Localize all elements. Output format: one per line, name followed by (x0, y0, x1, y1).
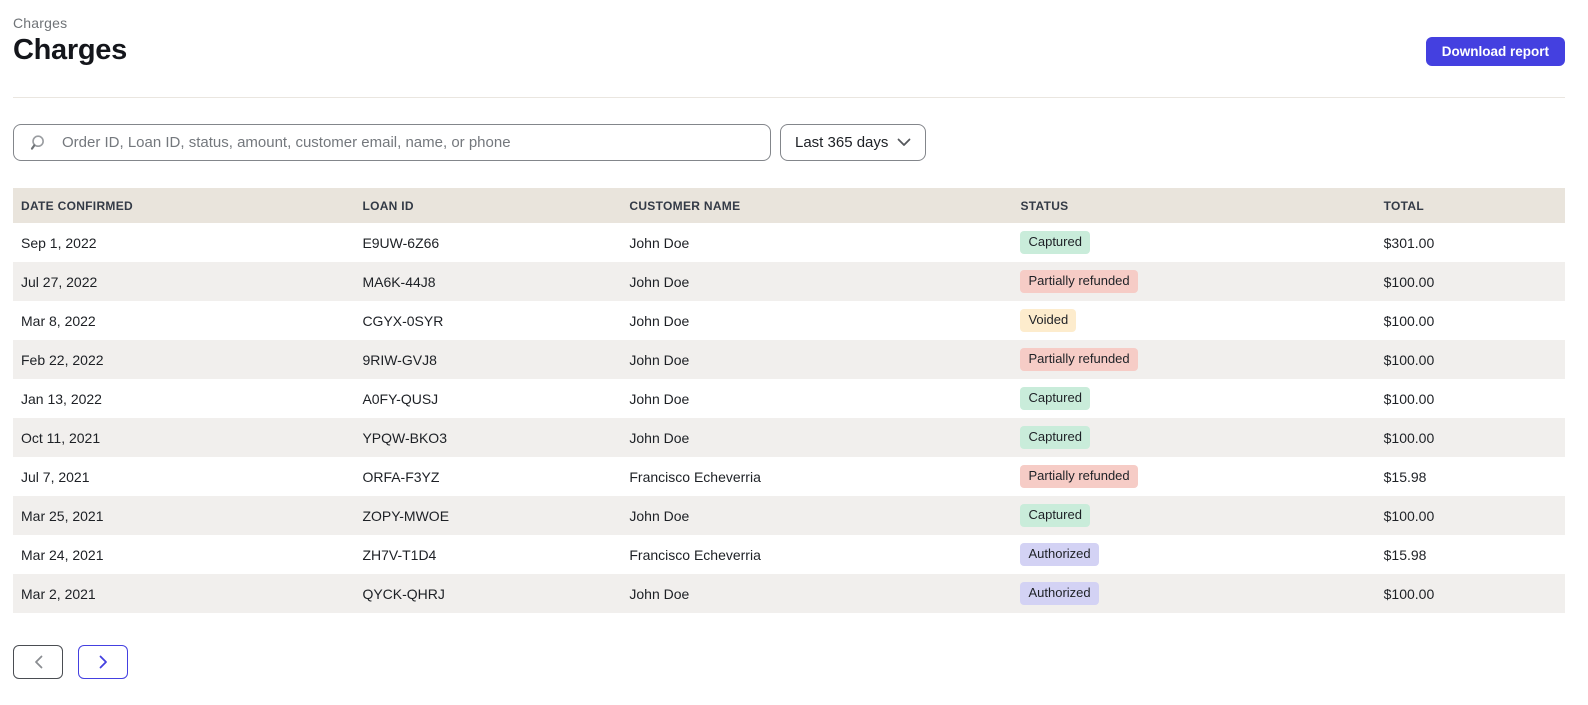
charges-page: Charges Charges Download report Last 365… (13, 15, 1565, 679)
cell-customer-name: Francisco Echeverria (629, 468, 761, 485)
cell-loan-id: YPQW-BKO3 (362, 429, 447, 446)
cell-date-confirmed: Mar 24, 2021 (21, 546, 104, 563)
cell-customer-name: John Doe (629, 273, 690, 290)
table-row[interactable]: Sep 1, 2022 E9UW-6Z66 John Doe Captured … (13, 223, 1565, 262)
cell-date-confirmed: Jul 7, 2021 (21, 468, 90, 485)
cell-total: $100.00 (1383, 351, 1435, 368)
breadcrumb[interactable]: Charges (13, 15, 68, 31)
status-badge: Captured (1020, 231, 1090, 254)
cell-total: $15.98 (1383, 546, 1427, 563)
status-badge: Captured (1020, 504, 1090, 527)
status-badge: Captured (1020, 387, 1090, 410)
cell-loan-id: CGYX-0SYR (362, 312, 444, 329)
cell-status: Captured (1012, 496, 1375, 535)
table-row[interactable]: Mar 24, 2021 ZH7V-T1D4 Francisco Echever… (13, 535, 1565, 574)
cell-status: Captured (1012, 223, 1375, 262)
cell-loan-id: ZOPY-MWOE (362, 507, 450, 524)
table-row[interactable]: Oct 11, 2021 YPQW-BKO3 John Doe Captured… (13, 418, 1565, 457)
column-header-loan-id: LOAN ID (354, 188, 622, 223)
cell-customer-name: John Doe (629, 312, 690, 329)
status-badge: Partially refunded (1020, 348, 1138, 371)
page-header: Charges Download report (13, 34, 1565, 67)
status-badge: Authorized (1020, 582, 1099, 605)
cell-total: $100.00 (1383, 585, 1435, 602)
cell-customer-name: John Doe (629, 390, 690, 407)
cell-total: $100.00 (1383, 390, 1435, 407)
cell-customer-name: John Doe (629, 585, 690, 602)
chevron-down-icon (898, 138, 911, 146)
cell-date-confirmed: Jul 27, 2022 (21, 273, 98, 290)
cell-total: $100.00 (1383, 312, 1435, 329)
table-row[interactable]: Feb 22, 2022 9RIW-GVJ8 John Doe Partiall… (13, 340, 1565, 379)
charges-table: DATE CONFIRMED LOAN ID CUSTOMER NAME STA… (13, 188, 1565, 613)
cell-status: Captured (1012, 418, 1375, 457)
filter-bar: Last 365 days (13, 124, 1565, 161)
pagination (13, 645, 1565, 679)
cell-status: Authorized (1012, 535, 1375, 574)
status-badge: Authorized (1020, 543, 1099, 566)
status-badge: Voided (1020, 309, 1077, 332)
status-badge: Partially refunded (1020, 465, 1138, 488)
cell-total: $100.00 (1383, 429, 1435, 446)
download-report-button[interactable]: Download report (1425, 37, 1565, 66)
cell-customer-name: Francisco Echeverria (629, 546, 761, 563)
column-header-total: TOTAL (1375, 188, 1565, 223)
column-header-status: STATUS (1012, 188, 1376, 223)
cell-total: $301.00 (1383, 234, 1435, 251)
table-row[interactable]: Mar 2, 2021 QYCK-QHRJ John Doe Authorize… (13, 574, 1565, 613)
cell-customer-name: John Doe (629, 351, 690, 368)
cell-total: $15.98 (1383, 468, 1427, 485)
cell-status: Partially refunded (1012, 340, 1375, 379)
cell-status: Captured (1012, 379, 1375, 418)
cell-total: $100.00 (1383, 273, 1435, 290)
charges-table-body: Sep 1, 2022 E9UW-6Z66 John Doe Captured … (13, 223, 1565, 613)
next-page-button[interactable] (78, 645, 128, 679)
cell-customer-name: John Doe (629, 234, 690, 251)
cell-status: Partially refunded (1012, 262, 1375, 301)
cell-total: $100.00 (1383, 507, 1435, 524)
table-row[interactable]: Mar 25, 2021 ZOPY-MWOE John Doe Captured… (13, 496, 1565, 535)
page-title: Charges (13, 34, 127, 66)
cell-date-confirmed: Mar 8, 2022 (21, 312, 96, 329)
cell-date-confirmed: Mar 25, 2021 (21, 507, 104, 524)
chevron-right-icon (99, 655, 107, 669)
cell-date-confirmed: Sep 1, 2022 (21, 234, 97, 251)
date-range-label: Last 365 days (795, 134, 889, 151)
header-divider (13, 97, 1565, 98)
status-badge: Captured (1020, 426, 1090, 449)
cell-loan-id: QYCK-QHRJ (362, 585, 445, 602)
table-header-row: DATE CONFIRMED LOAN ID CUSTOMER NAME STA… (13, 188, 1565, 223)
cell-loan-id: A0FY-QUSJ (362, 390, 439, 407)
search-input[interactable] (62, 134, 758, 151)
cell-loan-id: MA6K-44J8 (362, 273, 436, 290)
previous-page-button[interactable] (13, 645, 63, 679)
search-icon (30, 134, 44, 150)
cell-status: Authorized (1012, 574, 1375, 613)
cell-customer-name: John Doe (629, 507, 690, 524)
cell-date-confirmed: Jan 13, 2022 (21, 390, 102, 407)
search-box[interactable] (13, 124, 771, 161)
status-badge: Partially refunded (1020, 270, 1138, 293)
cell-date-confirmed: Mar 2, 2021 (21, 585, 96, 602)
cell-loan-id: E9UW-6Z66 (362, 234, 440, 251)
cell-loan-id: ORFA-F3YZ (362, 468, 440, 485)
table-row[interactable]: Jul 27, 2022 MA6K-44J8 John Doe Partiall… (13, 262, 1565, 301)
table-row[interactable]: Jul 7, 2021 ORFA-F3YZ Francisco Echeverr… (13, 457, 1565, 496)
date-range-select[interactable]: Last 365 days (780, 124, 927, 161)
column-header-date-confirmed: DATE CONFIRMED (13, 188, 355, 223)
cell-loan-id: ZH7V-T1D4 (362, 546, 437, 563)
cell-customer-name: John Doe (629, 429, 690, 446)
table-row[interactable]: Mar 8, 2022 CGYX-0SYR John Doe Voided $1… (13, 301, 1565, 340)
cell-loan-id: 9RIW-GVJ8 (362, 351, 437, 368)
table-row[interactable]: Jan 13, 2022 A0FY-QUSJ John Doe Captured… (13, 379, 1565, 418)
chevron-left-icon (34, 655, 42, 669)
cell-status: Partially refunded (1012, 457, 1375, 496)
cell-status: Voided (1012, 301, 1375, 340)
cell-date-confirmed: Feb 22, 2022 (21, 351, 104, 368)
cell-date-confirmed: Oct 11, 2021 (21, 429, 101, 446)
column-header-customer-name: CUSTOMER NAME (621, 188, 1013, 223)
